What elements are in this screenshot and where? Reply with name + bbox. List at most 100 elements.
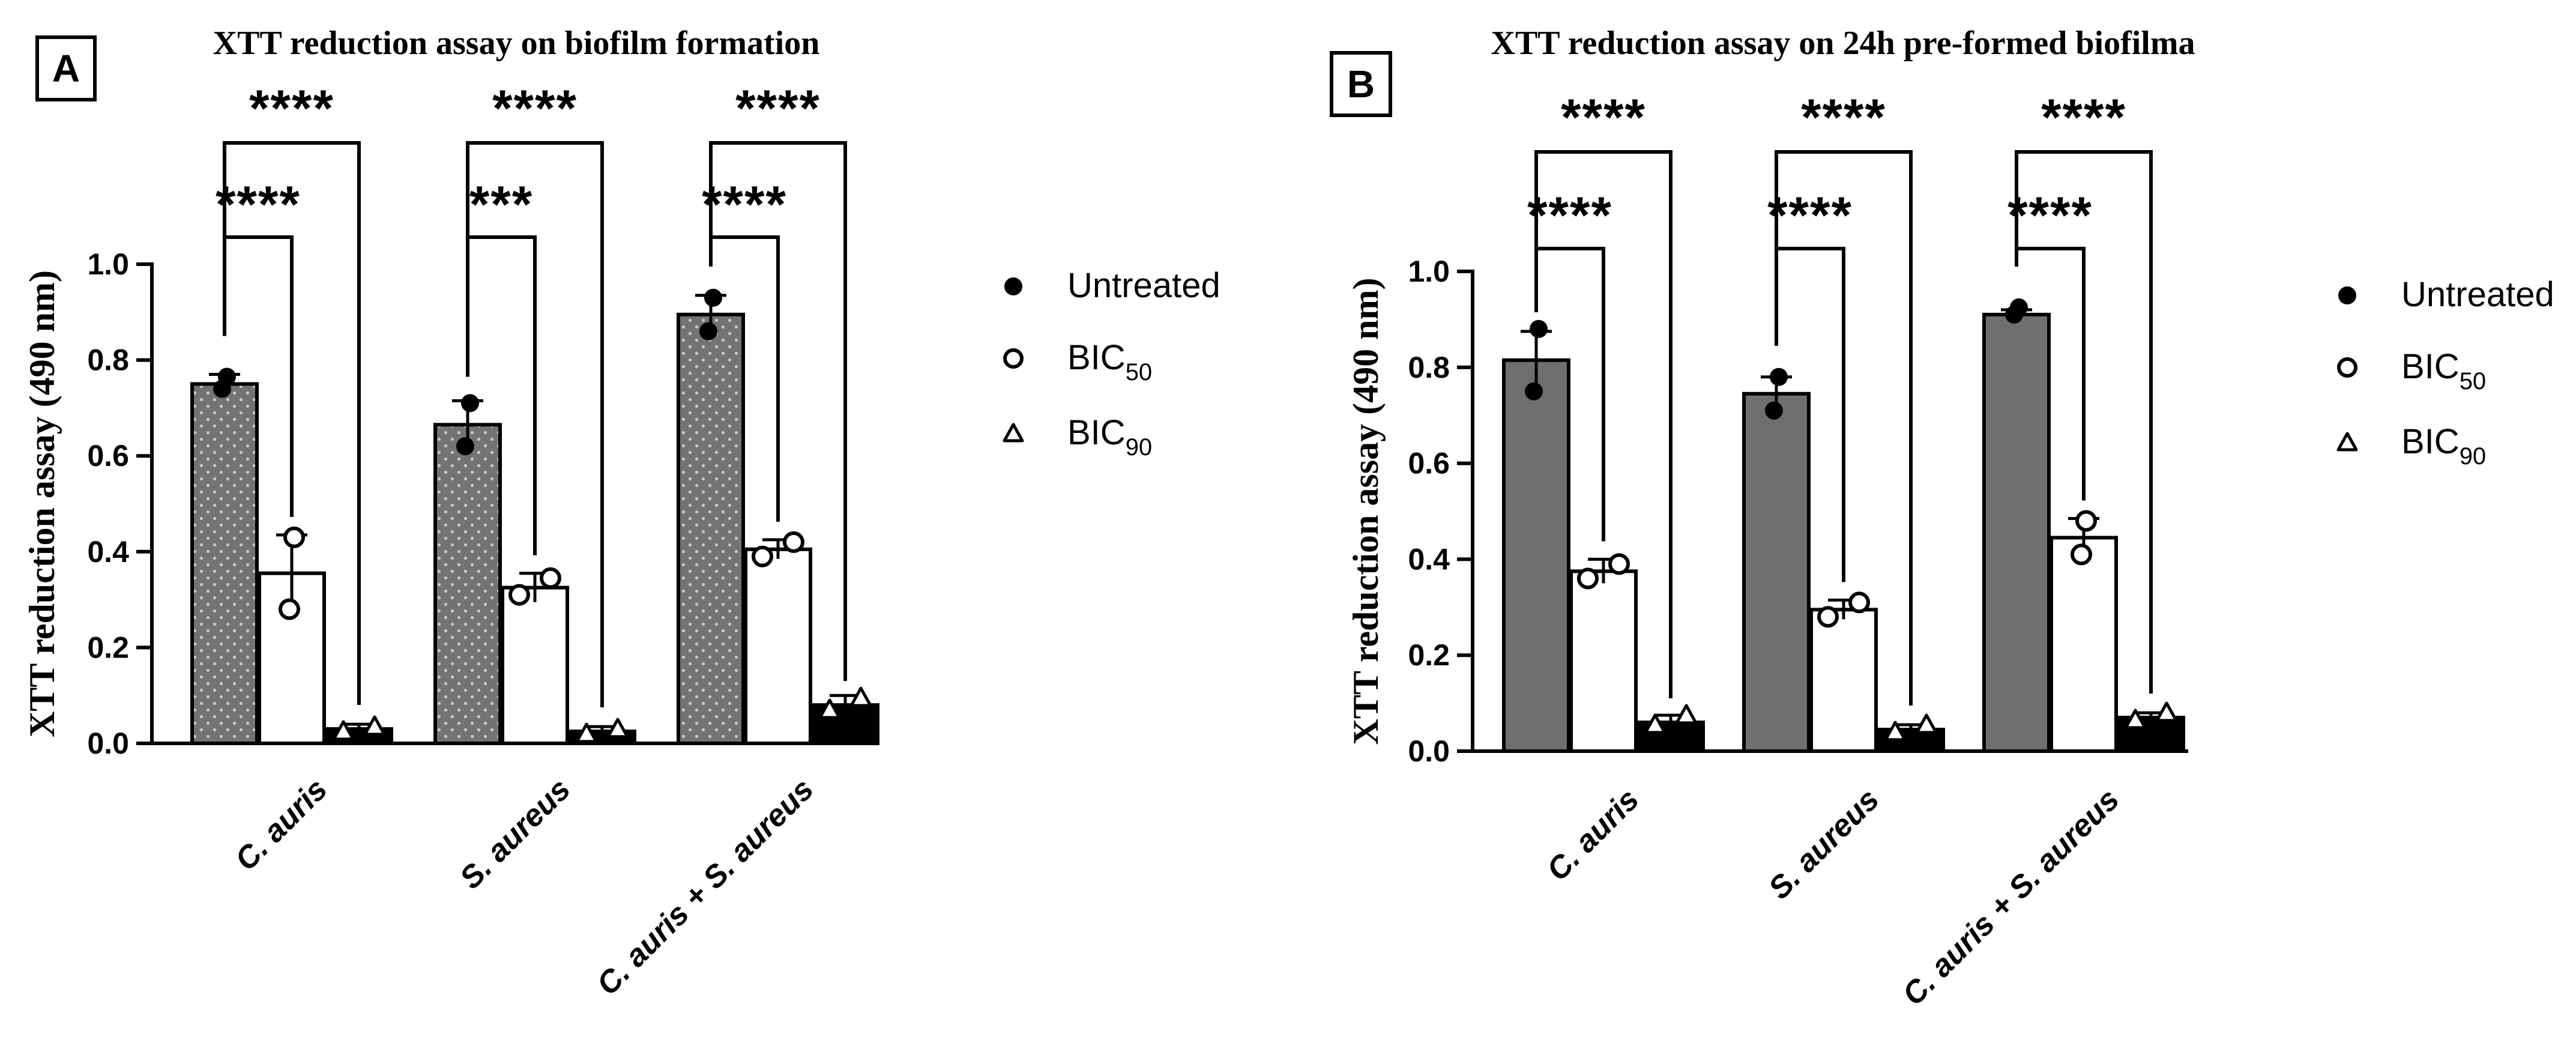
y-tick-label: 1.0 [87,247,129,281]
legend-marker-open-triangle [1003,423,1024,443]
x-category-label: S. aureus [453,772,578,896]
bar-bic50 [1569,569,1638,753]
significance-label-inner: *** [469,176,533,234]
point-bic50 [2075,510,2097,532]
y-axis-label: XTT reduction assay (490 nm) [22,270,62,737]
bar-bic50 [744,547,812,745]
point-untreated [218,367,236,386]
y-tick-label: 0.8 [1408,351,1450,384]
significance-label-inner: **** [216,176,301,234]
x-category-label: C. auris [229,772,334,877]
y-tick-label: 0.0 [1408,734,1450,768]
significance-label-inner: **** [702,176,787,234]
y-tick-label: 0.2 [1408,638,1450,672]
legend-marker-open-triangle [2336,432,2358,452]
point-bic50 [752,545,773,567]
point-bic50 [540,567,561,589]
point-bic90 [575,722,598,743]
x-category-label: C. auris + S. aureus [1896,782,2126,1012]
point-bic50 [508,584,530,606]
legend-marker-open-circle [2337,357,2357,378]
point-untreated [704,288,722,307]
point-bic90 [332,720,355,741]
point-untreated [699,322,717,340]
significance-label-outer: **** [735,80,821,138]
bar-untreated [433,423,502,745]
significance-label-inner: **** [1767,187,1853,244]
bar-untreated [1502,358,1570,753]
significance-label-inner: **** [2007,187,2093,244]
point-bic50 [1848,591,1870,614]
bar-untreated [677,312,745,745]
point-bic50 [283,526,305,548]
significance-bracket-outer [1534,150,1673,699]
significance-bracket-inner [1534,247,1605,542]
point-bic90 [1644,713,1667,734]
bar-bic50 [2050,536,2118,753]
point-bic90 [818,698,841,719]
y-tick-label: 1.0 [1408,255,1450,288]
point-untreated [2010,298,2028,316]
chart-panel-a: A XTT reduction assay on biofilm formatio… [22,25,1220,1002]
y-tick-label: 0.6 [87,439,129,473]
x-category-label: C. auris + S. aureus [590,772,820,1002]
chart-panel-b: B XTT reduction assay on 24h pre-formed b… [1330,25,2554,1012]
legend-label: BIC50 [2401,347,2486,394]
bar-untreated [1982,312,2051,753]
point-bic90 [606,718,629,739]
panel-letter: A [52,47,80,90]
point-bic90 [2155,701,2178,722]
significance-bracket-inner [709,235,780,522]
point-untreated [461,394,479,413]
y-tick-label: 0.0 [87,727,129,760]
point-bic50 [1817,606,1839,628]
x-category-label: C. auris [1540,782,1646,887]
legend-label: BIC90 [2401,422,2486,470]
legend-label: Untreated [1067,266,1220,305]
bar-untreated [190,382,259,745]
y-tick-label: 0.8 [87,343,129,377]
significance-bracket-inner [223,235,294,517]
point-bic50 [1577,567,1599,590]
y-tick-label: 0.4 [87,535,129,569]
y-axis-label: XTT reduction assay (490 nm) [1346,278,1386,745]
point-untreated [1770,367,1788,386]
significance-label-outer: **** [492,80,578,138]
point-bic50 [1608,553,1630,575]
significance-label-outer: **** [1561,89,1646,147]
bar-bic50 [1809,608,1878,753]
point-untreated [1525,382,1543,401]
legend-marker-open-circle [1003,348,1024,369]
significance-bracket-inner [466,235,537,555]
panel-letter-box [1330,51,1392,117]
bar-bic50 [501,585,569,746]
significance-bracket-outer [2015,150,2153,694]
bar-untreated [1742,391,1811,753]
point-bic90 [2124,709,2147,730]
significance-label-outer: **** [249,80,334,138]
y-tick-label: 0.2 [87,630,129,664]
legend-label: Untreated [2401,275,2554,314]
legend-marker-filled-circle [2338,286,2356,304]
x-category-label: S. aureus [1762,782,1886,906]
significance-label-inner: **** [1527,187,1612,244]
point-bic50 [279,598,300,620]
point-bic90 [1915,713,1938,734]
point-bic50 [783,531,804,553]
significance-label-outer: **** [2041,89,2126,147]
point-bic50 [2071,543,2092,566]
legend-label: BIC90 [1067,413,1152,461]
y-tick-label: 0.4 [1408,542,1450,576]
bar-bic50 [258,571,326,746]
point-untreated [456,437,474,456]
legend-label: BIC50 [1067,338,1152,385]
y-tick-label: 0.6 [1408,447,1450,480]
significance-bracket-inner [1775,247,1845,582]
chart-title: XTT reduction assay on biofilm formation [213,25,820,62]
significance-bracket-inner [2015,247,2086,501]
point-bic90 [363,715,386,736]
panel-letter: B [1347,62,1375,106]
point-untreated [1530,319,1548,338]
significance-bracket-outer [709,141,847,682]
